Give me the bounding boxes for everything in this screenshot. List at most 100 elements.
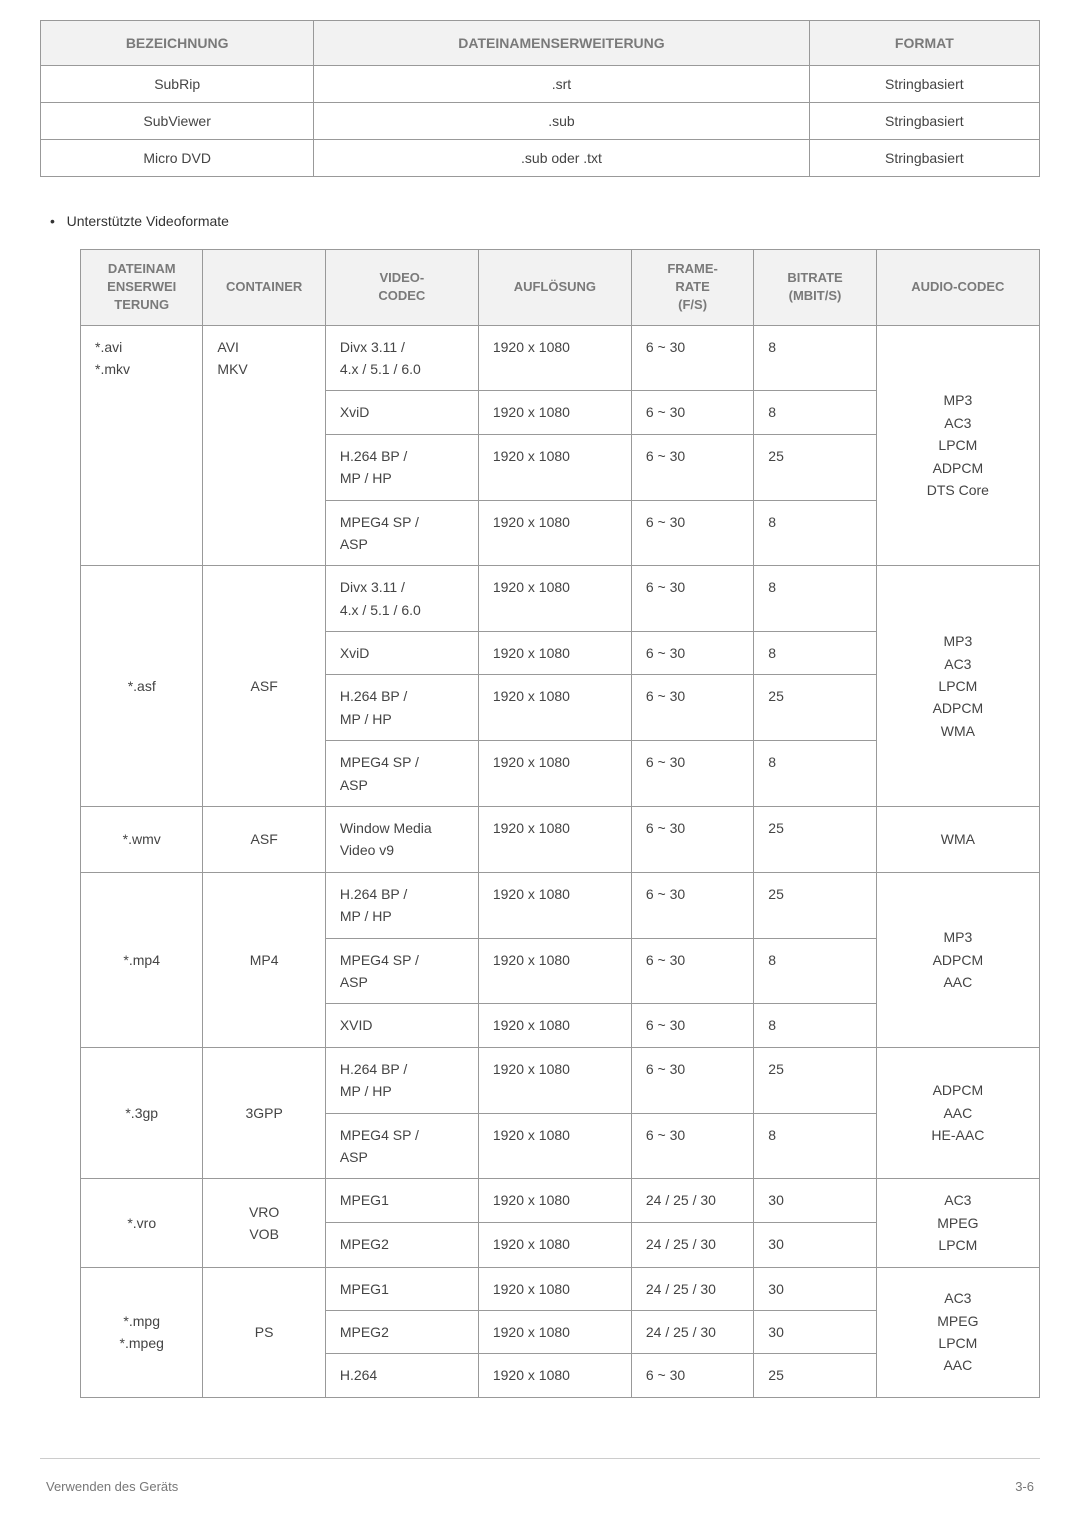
cell: .sub oder .txt [314,140,809,177]
cell-audio: ADPCM AAC HE-AAC [876,1047,1039,1179]
cell: .sub [314,103,809,140]
cell-br: 8 [754,566,876,632]
h-line: BITRATE [787,270,842,285]
subtitle-format-table: BEZEICHNUNG DATEINAMENSERWEITERUNG FORMA… [40,20,1040,177]
cell-fr: 6 ~ 30 [631,741,753,807]
cell-audio: MP3 AC3 LPCM ADPCM WMA [876,566,1039,807]
table-row: *.mpg *.mpeg PS MPEG1 1920 x 1080 24 / 2… [81,1267,1040,1310]
cell-res: 1920 x 1080 [478,434,631,500]
cell-res: 1920 x 1080 [478,391,631,434]
t1-h3: FORMAT [809,21,1039,66]
cell-br: 30 [754,1223,876,1267]
cell-fr: 6 ~ 30 [631,500,753,566]
t1-body: SubRip .srt Stringbasiert SubViewer .sub… [41,66,1040,177]
cell-fr: 6 ~ 30 [631,1047,753,1113]
cell-fr: 6 ~ 30 [631,632,753,675]
cell-fr: 6 ~ 30 [631,391,753,434]
cell-fr: 6 ~ 30 [631,1113,753,1179]
table-row: Micro DVD .sub oder .txt Stringbasiert [41,140,1040,177]
supported-video-formats-heading: • Unterstützte Videoformate [50,213,1040,229]
cell-br: 25 [754,872,876,938]
cell-codec: MPEG2 [325,1223,478,1267]
cell-container: ASF [203,566,325,807]
cell-fr: 6 ~ 30 [631,675,753,741]
cell-ext: *.mp4 [81,872,203,1047]
cell-codec: MPEG4 SP / ASP [325,741,478,807]
cell: Micro DVD [41,140,314,177]
h-line: DATEINAM [108,261,176,276]
cell-res: 1920 x 1080 [478,1004,631,1047]
cell-br: 8 [754,1004,876,1047]
cell-fr: 24 / 25 / 30 [631,1310,753,1353]
cell-br: 8 [754,325,876,391]
cell: Stringbasiert [809,140,1039,177]
h-line: CODEC [378,288,425,303]
cell-container: ASF [203,807,325,873]
cell-container: 3GPP [203,1047,325,1179]
cell: Stringbasiert [809,66,1039,103]
cell-codec: Divx 3.11 / 4.x / 5.1 / 6.0 [325,325,478,391]
cell-audio: AC3 MPEG LPCM AAC [876,1267,1039,1397]
cell-codec: H.264 BP / MP / HP [325,1047,478,1113]
cell-br: 30 [754,1179,876,1223]
h-line: (MBIT/S) [789,288,842,303]
cell-fr: 24 / 25 / 30 [631,1267,753,1310]
cell: .srt [314,66,809,103]
cell-fr: 6 ~ 30 [631,1004,753,1047]
cell-ext: *.vro [81,1179,203,1267]
cell-ext: *.avi *.mkv [81,325,203,566]
cell-br: 25 [754,434,876,500]
cell-res: 1920 x 1080 [478,741,631,807]
t1-h2: DATEINAMENSERWEITERUNG [314,21,809,66]
cell-br: 8 [754,741,876,807]
cell-br: 25 [754,1354,876,1397]
cell-codec: Window Media Video v9 [325,807,478,873]
cell-res: 1920 x 1080 [478,1047,631,1113]
cell-res: 1920 x 1080 [478,872,631,938]
cell-codec: H.264 [325,1354,478,1397]
table-row: *.avi *.mkv AVI MKV Divx 3.11 / 4.x / 5.… [81,325,1040,391]
cell: Stringbasiert [809,103,1039,140]
cell-codec: H.264 BP / MP / HP [325,872,478,938]
h-line: VIDEO- [379,270,424,285]
cell-res: 1920 x 1080 [478,1354,631,1397]
cell-res: 1920 x 1080 [478,1179,631,1223]
cell-res: 1920 x 1080 [478,675,631,741]
video-format-table: DATEINAM ENSERWEI TERUNG CONTAINER VIDEO… [80,249,1040,1398]
cell-res: 1920 x 1080 [478,938,631,1004]
cell-br: 25 [754,807,876,873]
cell-br: 25 [754,1047,876,1113]
cell-res: 1920 x 1080 [478,632,631,675]
h-line: TERUNG [114,297,169,312]
cell-container: VRO VOB [203,1179,325,1267]
cell-codec: Divx 3.11 / 4.x / 5.1 / 6.0 [325,566,478,632]
cell-res: 1920 x 1080 [478,500,631,566]
cell-res: 1920 x 1080 [478,1267,631,1310]
cell-br: 8 [754,391,876,434]
cell-br: 8 [754,938,876,1004]
table-row: SubViewer .sub Stringbasiert [41,103,1040,140]
table-row: *.mp4 MP4 H.264 BP / MP / HP 1920 x 1080… [81,872,1040,938]
h-line: ENSERWEI [107,279,176,294]
h-line: RATE [675,279,709,294]
cell-codec: H.264 BP / MP / HP [325,434,478,500]
cell: SubViewer [41,103,314,140]
table-row: *.asf ASF Divx 3.11 / 4.x / 5.1 / 6.0 19… [81,566,1040,632]
cell-codec: MPEG1 [325,1179,478,1223]
cell-br: 8 [754,632,876,675]
cell-res: 1920 x 1080 [478,1223,631,1267]
cell-codec: MPEG4 SP / ASP [325,938,478,1004]
cell-fr: 6 ~ 30 [631,1354,753,1397]
t2-h7: AUDIO-CODEC [876,250,1039,326]
cell-codec: MPEG1 [325,1267,478,1310]
t2-h3: VIDEO- CODEC [325,250,478,326]
cell-br: 8 [754,500,876,566]
cell-ext: *.asf [81,566,203,807]
cell-container: PS [203,1267,325,1397]
cell-ext: *.mpg *.mpeg [81,1267,203,1397]
cell-audio: WMA [876,807,1039,873]
cell-fr: 6 ~ 30 [631,807,753,873]
cell-res: 1920 x 1080 [478,1113,631,1179]
cell-ext: *.3gp [81,1047,203,1179]
cell-codec: MPEG2 [325,1310,478,1353]
